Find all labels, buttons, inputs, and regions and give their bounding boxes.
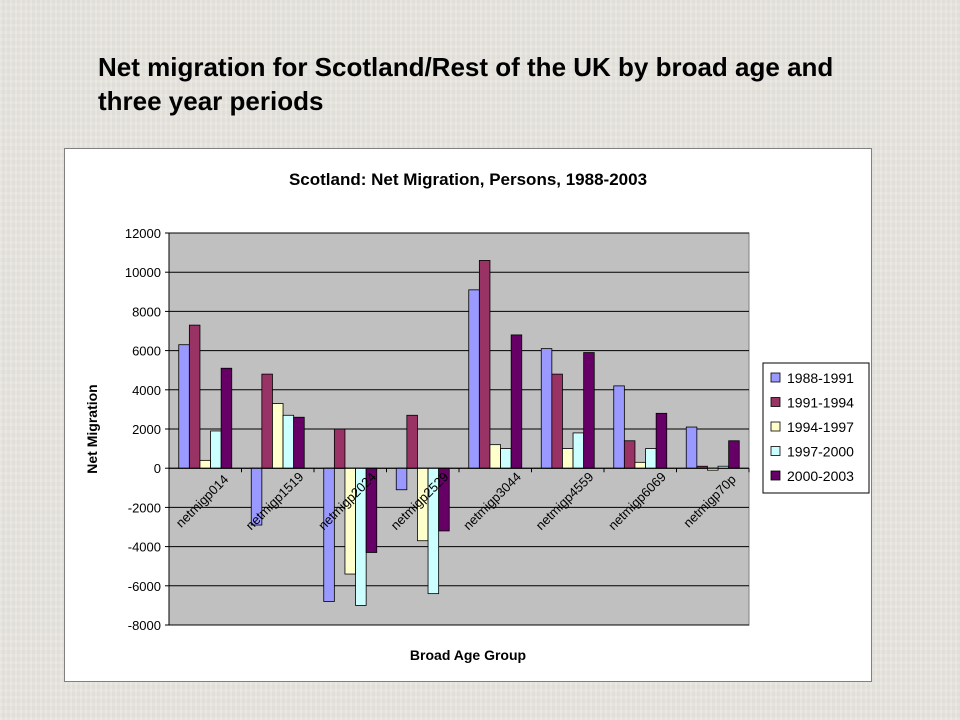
bar-netmigp014-1991-1994 xyxy=(188,324,201,469)
x-axis-title: Broad Age Group xyxy=(410,647,526,663)
y-tick-label: -4000 xyxy=(128,540,161,555)
legend-label: 1994-1997 xyxy=(787,419,854,435)
bar-chart: Scotland: Net Migration, Persons, 1988-2… xyxy=(84,170,870,663)
bar-netmigp6069-1991-1994 xyxy=(623,440,636,469)
bar-netmigp4559-1991-1994 xyxy=(551,373,563,469)
legend-box xyxy=(762,362,870,494)
legend-swatch-1997-2000 xyxy=(770,446,781,456)
y-tick-label: -2000 xyxy=(128,500,161,515)
y-axis-title: Net Migration xyxy=(84,384,100,473)
bar-netmigp3044-1988-1991 xyxy=(468,289,480,469)
bar-netmigp6069-1997-2000 xyxy=(645,448,657,469)
legend-label: 1991-1994 xyxy=(787,395,854,411)
legend-swatch-1988-1991 xyxy=(770,372,781,383)
slide-title: Net migration for Scotland/Rest of the U… xyxy=(98,52,834,116)
bar-netmigp3044-1991-1994 xyxy=(478,260,491,469)
legend-label: 1997-2000 xyxy=(787,444,854,460)
bar-netmigp014-1994-1997 xyxy=(199,459,211,469)
y-tick-label: 10000 xyxy=(125,265,161,280)
bar-netmigp1519-1994-1997 xyxy=(272,403,284,469)
bar-netmigp1519-1997-2000 xyxy=(282,414,295,469)
bar-netmigp6069-2000-2003 xyxy=(655,412,668,469)
bar-netmigp2529-1991-1994 xyxy=(406,414,418,469)
bar-netmigp014-2000-2003 xyxy=(220,367,233,469)
y-tick-label: 0 xyxy=(154,461,161,476)
legend-label: 2000-2003 xyxy=(787,468,854,484)
bar-netmigp2529-1988-1991 xyxy=(395,467,408,491)
bar-netmigp70p-1988-1991 xyxy=(685,426,698,469)
chart-title: Scotland: Net Migration, Persons, 1988-2… xyxy=(289,170,647,189)
y-tick-label: 12000 xyxy=(125,226,161,241)
y-tick-label: 8000 xyxy=(132,304,161,319)
y-tick-label: 2000 xyxy=(132,422,161,437)
bar-netmigp3044-1994-1997 xyxy=(489,444,501,469)
bar-netmigp6069-1988-1991 xyxy=(613,385,625,469)
bar-netmigp3044-2000-2003 xyxy=(510,334,523,469)
y-tick-label: 4000 xyxy=(132,383,161,398)
legend-swatch-1994-1997 xyxy=(770,421,781,432)
bar-netmigp1519-1991-1994 xyxy=(261,373,273,469)
bar-netmigp014-1988-1991 xyxy=(178,344,190,469)
y-tick-label: -6000 xyxy=(128,579,161,594)
bar-netmigp6069-1994-1997 xyxy=(634,461,646,469)
legend-swatch-1991-1994 xyxy=(770,397,781,407)
bar-netmigp2024-1991-1994 xyxy=(333,428,346,469)
bar-netmigp1519-2000-2003 xyxy=(293,416,305,469)
bar-netmigp4559-1997-2000 xyxy=(572,432,585,469)
bar-netmigp4559-1988-1991 xyxy=(540,348,553,469)
y-tick-label: -8000 xyxy=(128,618,161,633)
bar-netmigp4559-1994-1997 xyxy=(562,448,574,469)
bar-netmigp014-1997-2000 xyxy=(210,430,222,469)
chart-frame: Scotland: Net Migration, Persons, 1988-2… xyxy=(64,148,872,682)
y-tick-label: 6000 xyxy=(132,344,161,359)
bar-netmigp2024-1988-1991 xyxy=(323,467,335,602)
bar-netmigp4559-2000-2003 xyxy=(583,352,595,469)
legend-swatch-2000-2003 xyxy=(770,470,781,481)
bar-netmigp70p-2000-2003 xyxy=(728,440,740,469)
legend-label: 1988-1991 xyxy=(787,370,854,386)
bar-netmigp3044-1997-2000 xyxy=(500,448,512,469)
